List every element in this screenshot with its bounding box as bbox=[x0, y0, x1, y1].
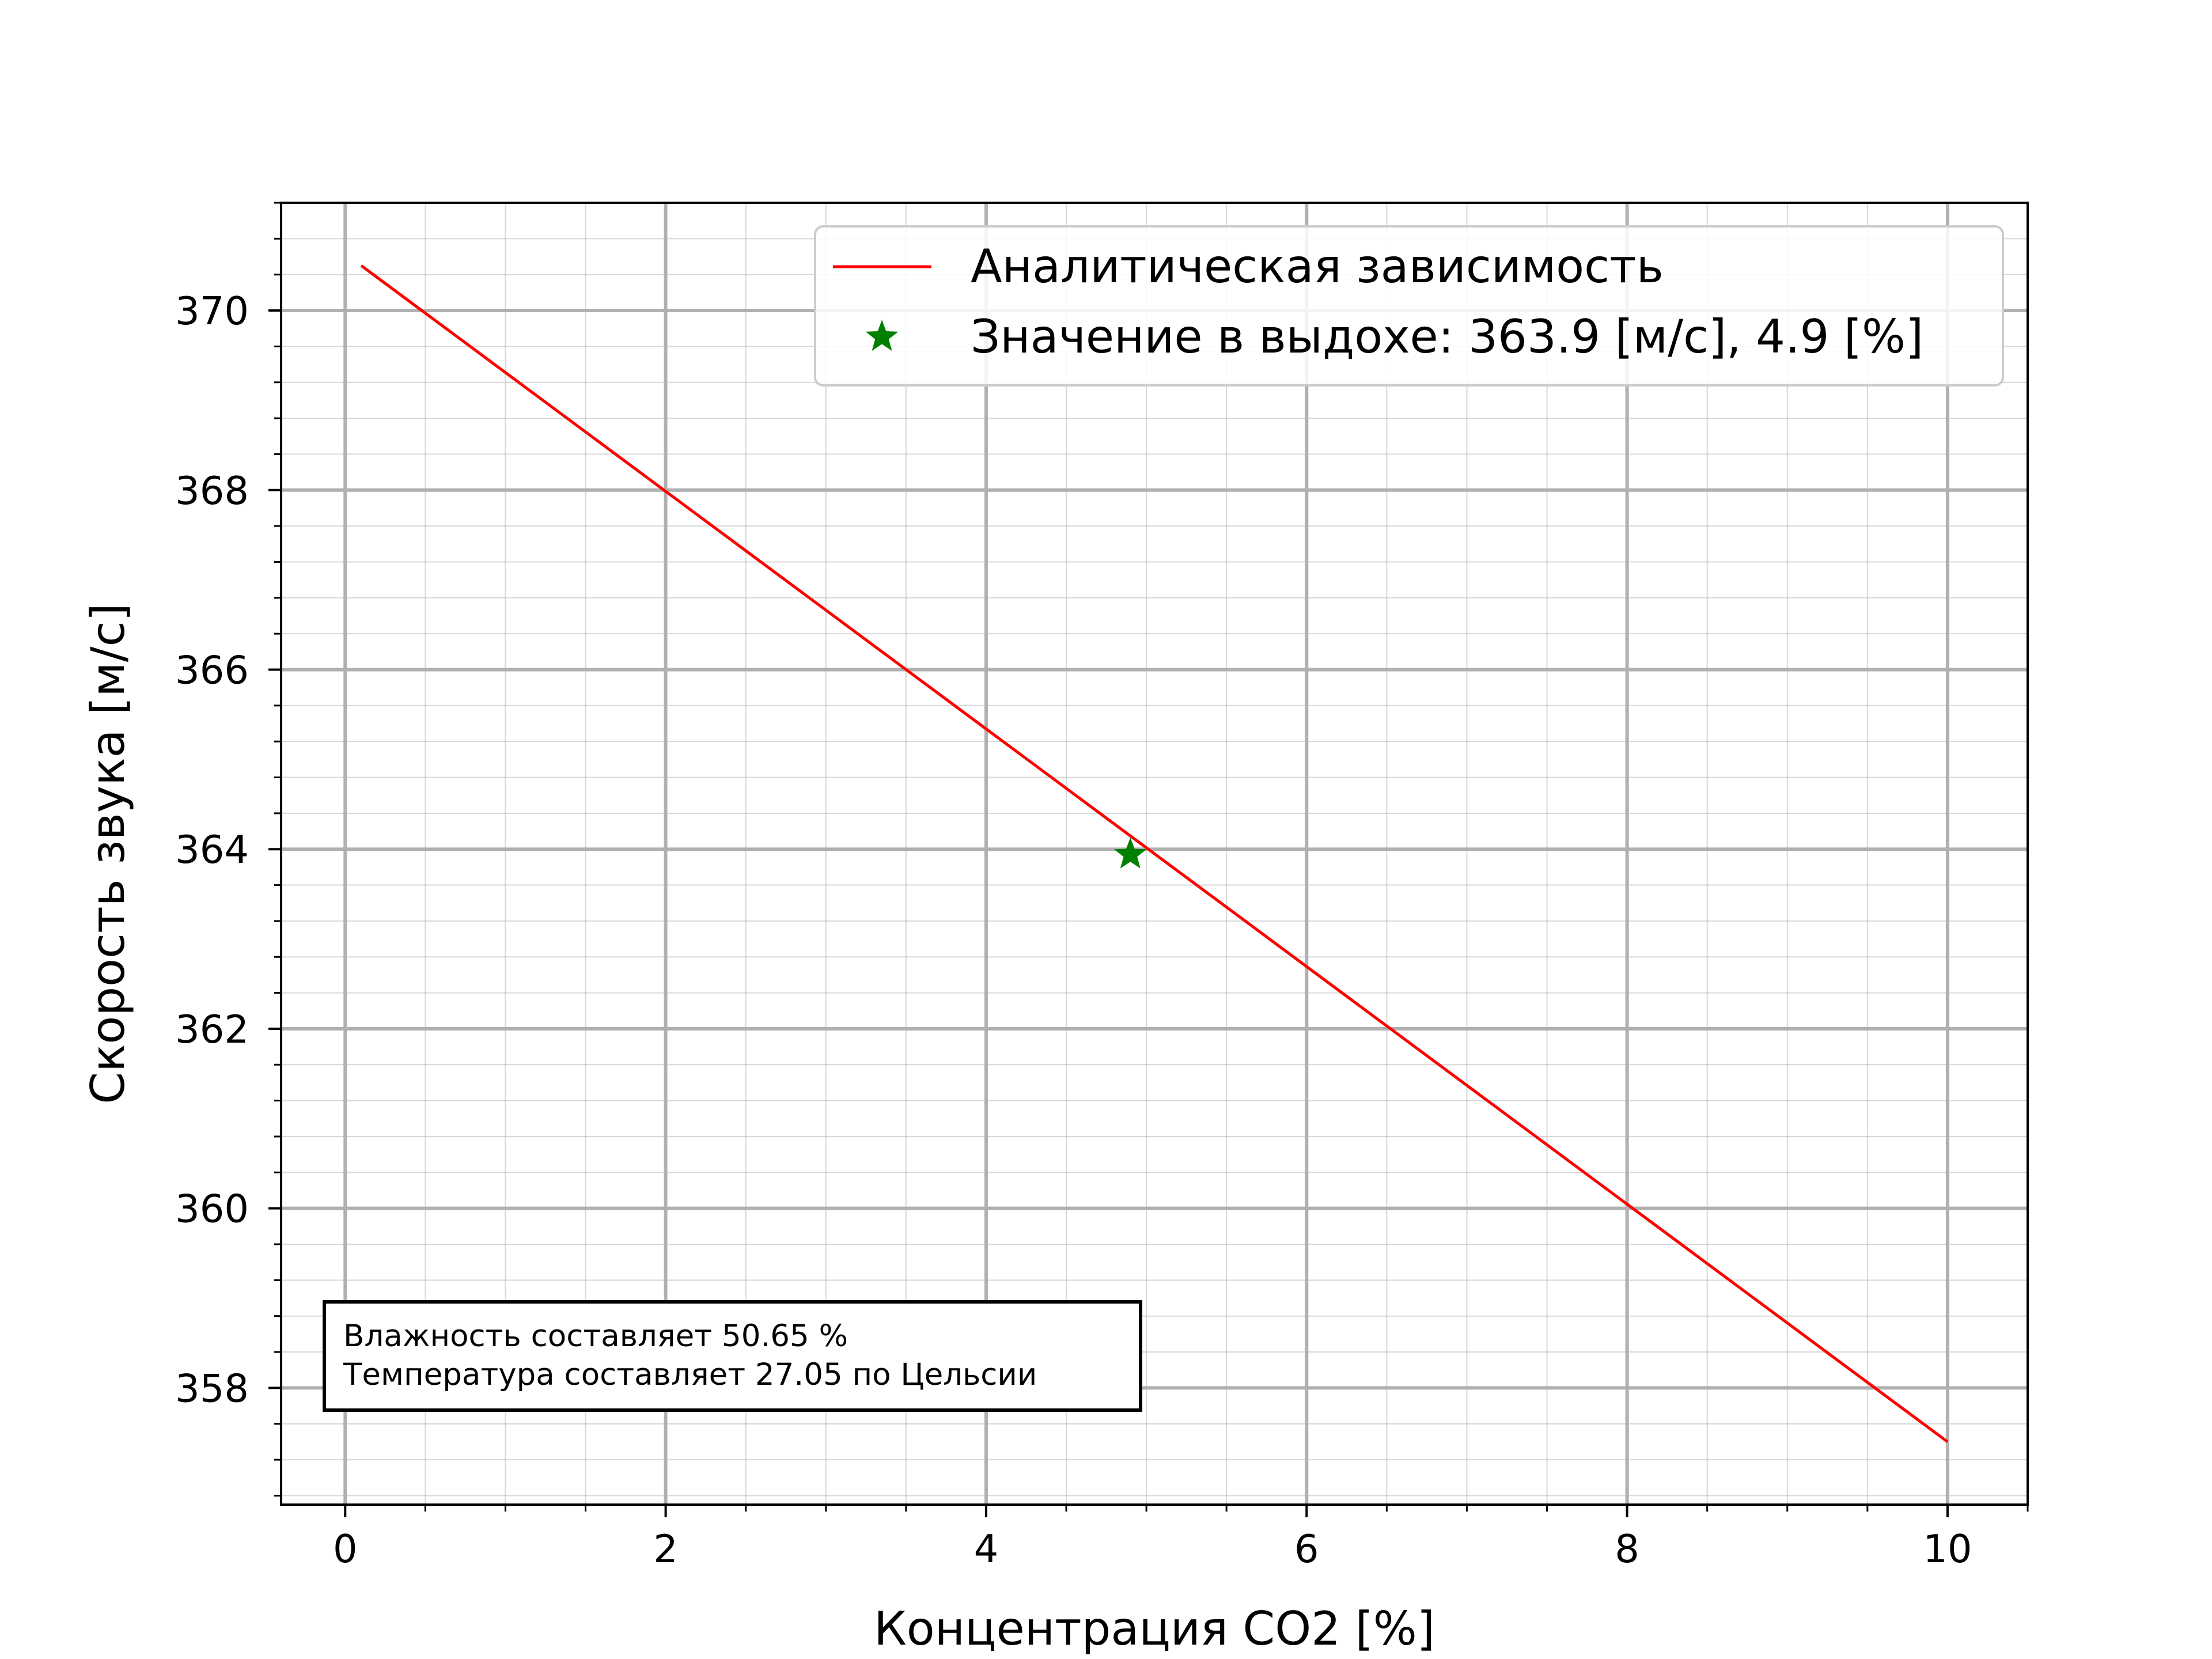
x-tick-label: 2 bbox=[653, 1527, 678, 1571]
series-layer bbox=[360, 264, 1949, 1443]
plot-area bbox=[280, 202, 2029, 1506]
legend-label-point: Значение в выдохе: 363.9 [м/с], 4.9 [%] bbox=[971, 310, 1923, 363]
y-axis-label: Скорость звука [м/с] bbox=[81, 603, 135, 1104]
exhale-value-star bbox=[1113, 837, 1147, 869]
y-tick-label: 364 bbox=[175, 827, 249, 872]
x-tick-label: 6 bbox=[1294, 1527, 1319, 1571]
info-box: Влажность составляет 50.65 % Температура… bbox=[323, 1300, 1142, 1412]
y-tick-label: 358 bbox=[175, 1366, 249, 1411]
y-tick-label: 366 bbox=[175, 647, 249, 692]
axis-ticks bbox=[268, 202, 2029, 1517]
analytic-line bbox=[360, 264, 1949, 1443]
legend-label-line: Аналитическая зависимость bbox=[971, 240, 1664, 293]
x-tick-label: 0 bbox=[333, 1527, 358, 1571]
plot-frame bbox=[280, 202, 2029, 1506]
x-axis-label: Концентрация CO2 [%] bbox=[874, 1602, 1435, 1656]
legend-box bbox=[814, 225, 2004, 387]
temperature-text: Температура составляет 27.05 по Цельсии bbox=[343, 1357, 1037, 1392]
y-tick-label: 368 bbox=[175, 468, 249, 513]
y-tick-label: 370 bbox=[175, 289, 249, 334]
humidity-text: Влажность составляет 50.65 % bbox=[343, 1319, 848, 1354]
x-tick-label: 4 bbox=[974, 1527, 999, 1571]
x-tick-label: 8 bbox=[1615, 1527, 1639, 1571]
axis-tick-labels: 0 2 4 6 8 10 358 360 362 364 366 368 370 bbox=[175, 289, 1972, 1571]
y-tick-label: 362 bbox=[175, 1007, 249, 1052]
info-box-frame bbox=[323, 1300, 1142, 1412]
legend: Аналитическая зависимость Значение в выд… bbox=[814, 225, 2004, 387]
legend-star-icon bbox=[865, 320, 899, 351]
y-tick-label: 360 bbox=[175, 1187, 249, 1232]
x-tick-label: 10 bbox=[1923, 1527, 1972, 1571]
